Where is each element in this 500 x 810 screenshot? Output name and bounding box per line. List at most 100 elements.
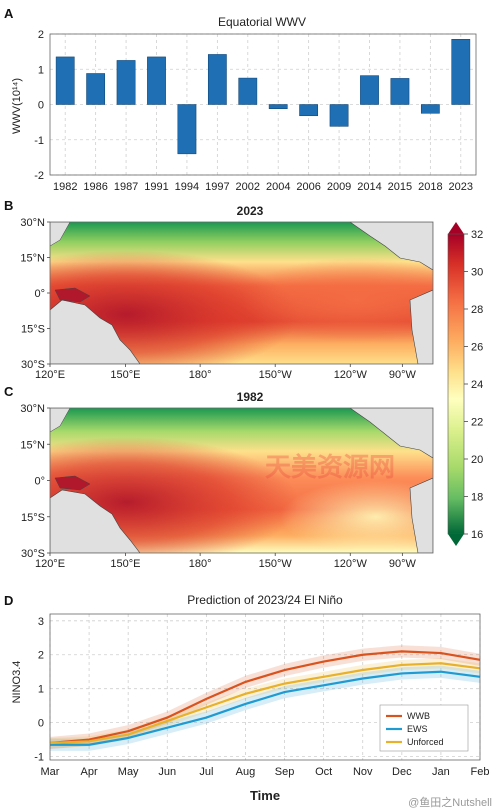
panel-b-title: 2023 (237, 204, 264, 218)
colorbar-tick-label: 28 (471, 304, 483, 316)
y-tick-label: 3 (38, 616, 44, 628)
x-tick-label: 2014 (357, 181, 381, 193)
bar-2015 (390, 78, 410, 105)
bar-2006 (299, 104, 319, 117)
x-tick-label: 2002 (236, 181, 260, 193)
panel-b-letter: B (4, 198, 13, 213)
bar-2014 (360, 75, 379, 105)
x-tick-label: 1994 (175, 181, 199, 193)
panel-a-frame (49, 33, 477, 176)
x-tick-label: 1982 (53, 181, 77, 193)
panel-a-plot: 2 1 0 -1 -2 1982 1986 1987 1991 1994 1997 2002 2004 2… (34, 29, 477, 193)
colorbar-tick-label: 20 (471, 454, 483, 466)
lon-tick-label: 120°W (334, 369, 368, 381)
x-tick-label: 1986 (83, 181, 107, 193)
south-america-land (409, 289, 433, 364)
bar-2004 (268, 104, 288, 109)
y-tick-label: -1 (34, 752, 44, 764)
y-tick-label: 2 (38, 29, 44, 41)
panel-c-letter: C (4, 384, 14, 399)
y-tick-label: 0 (38, 718, 44, 730)
x-tick-label: 2009 (327, 181, 351, 193)
new-guinea-land (54, 287, 91, 303)
lon-tick-label: 150°W (259, 369, 293, 381)
colorbar-tick-label: 16 (471, 529, 483, 541)
y-tick-label: -1 (34, 135, 44, 147)
lon-tick-label: 150°E (110, 369, 140, 381)
panel-d-ylabel: NINO3.4 (11, 661, 23, 704)
bar-2009 (329, 104, 349, 127)
lat-tick-label: 30°S (21, 548, 45, 560)
bar-2023 (451, 39, 471, 105)
x-tick-label: Jun (158, 766, 176, 778)
x-tick-label: 2023 (449, 181, 473, 193)
x-tick-label: Dec (392, 766, 412, 778)
x-tick-label: May (118, 766, 139, 778)
australia-land-c (50, 489, 141, 553)
lon-tick-label: 120°E (35, 369, 65, 381)
bar-1982 (55, 56, 75, 105)
x-tick-label: 1991 (144, 181, 168, 193)
x-tick-label: 2006 (296, 181, 320, 193)
lon-tick-label: 90°W (389, 369, 417, 381)
x-tick-label: Aug (236, 766, 256, 778)
lat-tick-label: 15°S (21, 324, 45, 336)
line-Unforced (49, 662, 481, 745)
colorbar-bottom-arrow (448, 534, 464, 546)
lat-tick-label: 30°N (20, 217, 45, 229)
lat-tick-label: 15°N (20, 253, 45, 265)
lon-tick-label: 150°E (110, 558, 140, 570)
panel-d-frame (49, 613, 481, 761)
x-tick-label: Oct (315, 766, 332, 778)
y-tick-label: 1 (38, 684, 44, 696)
panel-d-plot: 3 2 1 0 -1 Mar Apr May Jun Jul Aug Sep Oct Nov Dec Jan F… (34, 613, 489, 778)
line-EWS (50, 670, 481, 746)
colorbar-tick-label: 30 (471, 267, 483, 279)
lon-tick-label: 180° (189, 558, 212, 570)
sst-map-2023 (50, 222, 433, 364)
bar-1987 (116, 60, 136, 105)
colorbar-tick-label: 26 (471, 342, 483, 354)
asia-land (50, 222, 71, 247)
bar-2018 (420, 104, 440, 114)
x-tick-label: 1997 (205, 181, 229, 193)
colorbar-tick-label: 32 (471, 229, 483, 241)
americas-land (349, 222, 433, 271)
australia-land (50, 299, 141, 364)
panel-d-xlabel: Time (250, 788, 280, 803)
y-tick-label: 2 (38, 650, 44, 662)
x-tick-label: 2015 (388, 181, 412, 193)
lon-tick-label: 120°E (35, 558, 65, 570)
colorbar-tick-label: 22 (471, 417, 483, 429)
lon-tick-label: 150°W (259, 558, 293, 570)
colorbar-ticks: 32 30 28 26 24 22 20 18 16 (464, 229, 483, 541)
y-tick-label: 1 (38, 64, 44, 76)
new-guinea-land-c (54, 475, 91, 491)
footer-watermark: @鱼田之Nutshell (408, 795, 492, 809)
y-tick-label: 0 (38, 100, 44, 112)
panel-d-letter: D (4, 593, 13, 608)
lat-tick-label: 0° (34, 288, 45, 300)
asia-land-c (50, 408, 71, 433)
panel-a-ylabel: WWV(10¹⁴) (11, 78, 23, 134)
x-tick-label: Apr (81, 766, 98, 778)
x-tick-label: 2004 (266, 181, 290, 193)
panel-a-letter: A (4, 6, 14, 21)
colorbar-gradient (447, 233, 465, 535)
legend-label-Unforced: Unforced (407, 737, 444, 747)
lat-tick-label: 30°S (21, 359, 45, 371)
lat-tick-label: 0° (34, 476, 45, 488)
bar-1994 (177, 104, 197, 155)
legend-label-EWS: EWS (407, 724, 428, 734)
panel-d-title: Prediction of 2023/24 El Niño (187, 593, 343, 607)
x-tick-label: Mar (41, 766, 60, 778)
lon-tick-label: 180° (189, 369, 212, 381)
bar-1991 (147, 56, 166, 105)
panel-c-title: 1982 (237, 390, 264, 404)
americas-land-c (349, 408, 433, 459)
south-america-land-c (409, 477, 433, 553)
colorbar-top-arrow (448, 222, 464, 234)
